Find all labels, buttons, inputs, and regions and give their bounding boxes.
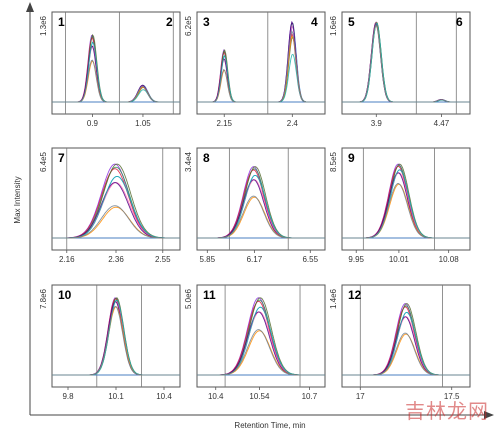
x-tick-label: 17.5 — [444, 392, 460, 401]
trace-line — [342, 332, 470, 376]
peak-label: 12 — [348, 288, 362, 302]
peak-label: 5 — [348, 15, 355, 29]
x-tick-label: 5.85 — [200, 255, 216, 264]
outer-y-axis-arrow — [26, 2, 34, 12]
panel-frame — [341, 284, 471, 388]
y-max-label: 1.4e6 — [329, 288, 338, 309]
peak-label: 2 — [166, 15, 173, 29]
outer-x-axis-arrow — [484, 411, 494, 419]
y-max-label: 1.3e6 — [39, 15, 48, 36]
panel-5: 3.4e4 8 5.85 6.17 6.55 — [184, 147, 326, 264]
x-tick-label: 2.16 — [59, 255, 75, 264]
panel-7: 7.8e6 10 9.8 10.1 10.4 — [39, 284, 181, 401]
panel-frame — [196, 147, 326, 251]
panel-8: 5.0e6 11 10.4 10.54 10.7 — [184, 284, 326, 401]
y-max-label: 1.6e6 — [329, 15, 338, 36]
trace-line — [52, 59, 180, 103]
x-tick-label: 2.55 — [155, 255, 171, 264]
x-tick-label: 9.95 — [348, 255, 364, 264]
y-max-label: 5.0e6 — [184, 288, 193, 309]
peak-label: 11 — [203, 288, 216, 302]
trace-line — [52, 306, 180, 376]
x-tick-label: 2.36 — [108, 255, 124, 264]
panel-4: 6.4e5 7 2.16 2.36 2.55 — [39, 147, 181, 264]
x-tick-label: 10.01 — [389, 255, 410, 264]
y-max-label: 7.8e6 — [39, 288, 48, 309]
panel-3: 1.6e6 5 6 3.9 4.47 — [329, 11, 471, 128]
peak-label: 1 — [58, 15, 65, 29]
x-tick-label: 6.17 — [247, 255, 263, 264]
y-max-label: 6.4e5 — [39, 151, 48, 172]
panel-6: 8.5e5 9 9.95 10.01 10.08 — [329, 147, 471, 264]
peak-label: 9 — [348, 151, 355, 165]
x-tick-label: 6.55 — [302, 255, 318, 264]
panel-frame — [51, 147, 181, 251]
x-tick-label: 10.1 — [108, 392, 124, 401]
x-tick-label: 17 — [356, 392, 365, 401]
y-axis-title: Max Intensity — [13, 176, 22, 223]
x-tick-label: 2.15 — [216, 119, 232, 128]
x-tick-label: 0.9 — [87, 119, 99, 128]
x-tick-label: 10.08 — [439, 255, 460, 264]
trace-line — [52, 205, 180, 239]
peak-label: 8 — [203, 151, 210, 165]
x-tick-label: 10.4 — [208, 392, 224, 401]
trace-line — [197, 195, 325, 239]
x-tick-label: 4.47 — [434, 119, 450, 128]
trace-line — [197, 329, 325, 376]
peak-label: 3 — [203, 15, 210, 29]
watermark-text: 吉林龙网 — [405, 399, 489, 423]
y-max-label: 6.2e5 — [184, 15, 193, 36]
panel-1: 1.3e6 1 2 0.9 1.05 — [39, 11, 181, 128]
panel-frame — [196, 284, 326, 388]
peak-label: 7 — [58, 151, 65, 165]
x-axis-title: Retention Time, min — [234, 421, 305, 430]
x-tick-label: 2.4 — [287, 119, 299, 128]
trace-line — [342, 24, 470, 103]
peak-label: 10 — [58, 288, 72, 302]
x-tick-label: 10.4 — [156, 392, 172, 401]
peak-label: 4 — [311, 15, 318, 29]
panel-2: 6.2e5 3 4 2.15 2.4 — [184, 11, 326, 128]
x-tick-label: 1.05 — [135, 119, 151, 128]
y-max-label: 8.5e5 — [329, 151, 338, 172]
x-tick-label: 9.8 — [62, 392, 74, 401]
x-tick-label: 3.9 — [371, 119, 383, 128]
panel-frame — [341, 11, 471, 115]
peak-label: 6 — [456, 15, 463, 29]
panel-9: 1.4e6 12 17 17.5 — [329, 284, 471, 401]
trace-line — [197, 29, 325, 103]
y-max-label: 3.4e4 — [184, 151, 193, 172]
trace-line — [342, 183, 470, 239]
x-tick-label: 10.7 — [302, 392, 318, 401]
panel-frame — [51, 11, 181, 115]
x-tick-label: 10.54 — [249, 392, 270, 401]
